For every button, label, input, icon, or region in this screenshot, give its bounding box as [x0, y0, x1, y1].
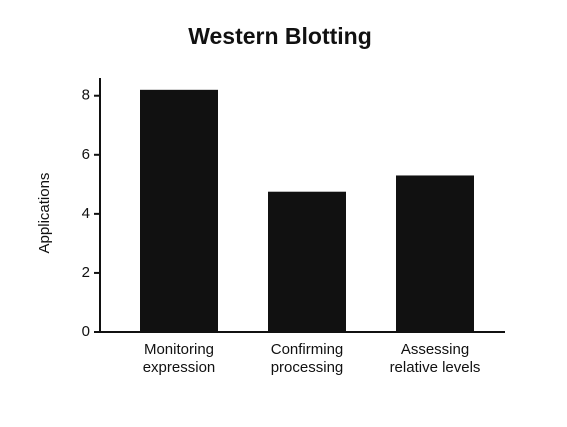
chart-title: Western Blotting: [188, 23, 372, 49]
y-axis-label: Applications: [36, 173, 53, 254]
y-tick-label: 2: [82, 264, 90, 281]
x-tick-label: Assessing: [401, 341, 469, 358]
y-tick-label: 0: [82, 323, 90, 340]
y-tick-label: 8: [82, 87, 90, 104]
bar: [268, 191, 346, 332]
x-tick-label: relative levels: [390, 359, 481, 376]
x-tick-label: expression: [143, 359, 216, 376]
x-tick-label: Confirming: [271, 341, 344, 358]
bar: [396, 175, 474, 332]
bar: [140, 89, 218, 332]
x-tick-label: Monitoring: [144, 341, 214, 358]
x-tick-label: processing: [271, 359, 344, 376]
y-tick-label: 6: [82, 146, 90, 163]
y-tick-label: 4: [82, 205, 90, 222]
